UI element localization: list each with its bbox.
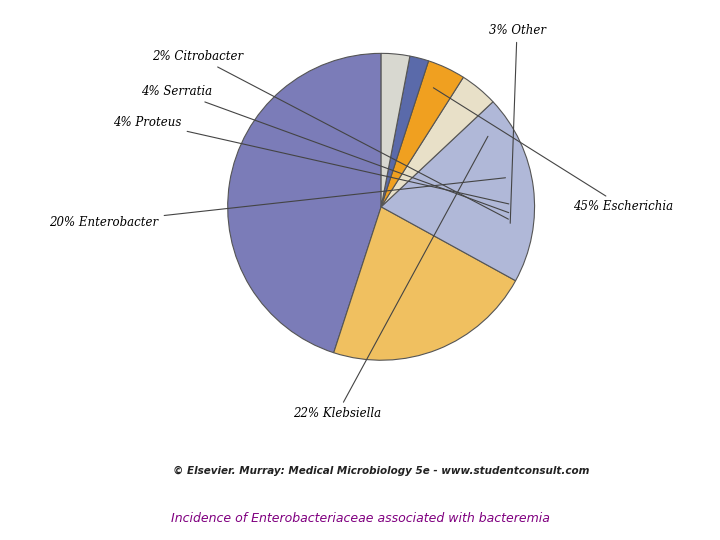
Wedge shape (228, 53, 381, 353)
Text: 20% Enterobacter: 20% Enterobacter (50, 178, 505, 228)
Text: © Elsevier. Murray: Medical Microbiology 5e - www.studentconsult.com: © Elsevier. Murray: Medical Microbiology… (173, 465, 589, 476)
Text: 4% Serratia: 4% Serratia (141, 85, 509, 213)
Text: 4% Proteus: 4% Proteus (113, 116, 509, 204)
Text: 22% Klebsiella: 22% Klebsiella (293, 136, 488, 421)
Text: 3% Other: 3% Other (489, 24, 546, 224)
Text: Incidence of Enterobacteriaceae associated with bacteremia: Incidence of Enterobacteriaceae associat… (171, 512, 549, 525)
Wedge shape (381, 102, 534, 281)
Text: 2% Citrobacter: 2% Citrobacter (152, 50, 508, 219)
Wedge shape (381, 77, 493, 207)
Wedge shape (381, 53, 410, 207)
Wedge shape (381, 61, 464, 207)
Wedge shape (381, 56, 428, 207)
Text: 45% Escherichia: 45% Escherichia (433, 88, 673, 213)
Wedge shape (333, 207, 516, 360)
